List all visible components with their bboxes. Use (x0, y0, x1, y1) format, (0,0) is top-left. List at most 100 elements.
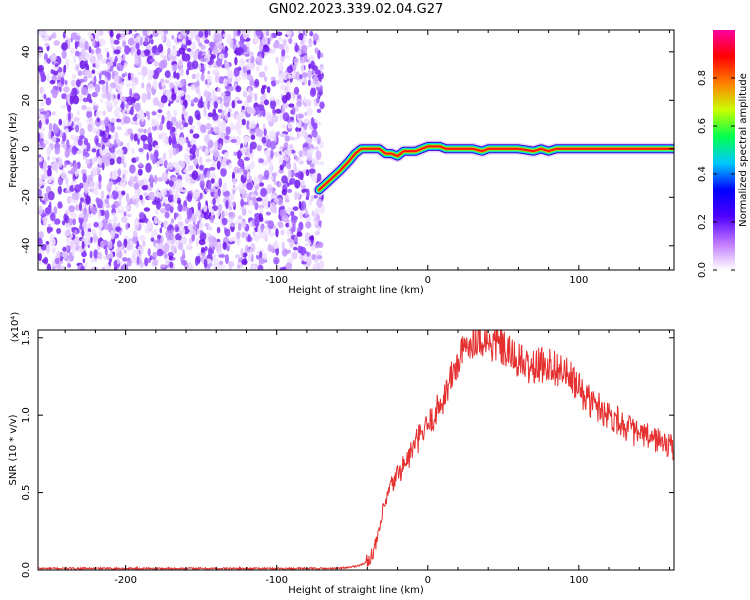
noise-speckle (254, 93, 258, 102)
noise-speckle (63, 251, 68, 260)
noise-speckle (287, 257, 294, 264)
noise-speckle (92, 157, 96, 165)
noise-speckle (133, 182, 140, 190)
noise-speckle (161, 114, 165, 125)
noise-speckle (125, 204, 130, 211)
noise-speckle (79, 135, 85, 140)
noise-speckle (253, 234, 259, 242)
noise-speckle (149, 69, 154, 77)
noise-speckle (180, 78, 186, 86)
noise-speckle (219, 143, 222, 151)
noise-speckle (54, 257, 60, 265)
noise-speckle (127, 128, 133, 135)
noise-speckle (173, 248, 177, 254)
noise-speckle (132, 116, 138, 122)
noise-speckle (269, 34, 273, 41)
noise-speckle (248, 123, 256, 129)
noise-speckle (235, 85, 242, 93)
noise-speckle (54, 147, 61, 155)
noise-speckle (221, 217, 228, 226)
noise-speckle (198, 165, 204, 171)
noise-speckle (305, 98, 312, 106)
noise-speckle (311, 210, 315, 217)
noise-speckle (60, 265, 66, 270)
noise-speckle (90, 257, 95, 264)
noise-speckle (243, 100, 249, 109)
noise-speckle (164, 79, 170, 84)
noise-speckle (182, 249, 185, 258)
spectrogram-ytick-label: 40 (21, 45, 32, 58)
noise-speckle (139, 194, 143, 201)
noise-speckle (153, 216, 158, 224)
noise-speckle (105, 263, 110, 270)
noise-speckle (146, 91, 151, 101)
noise-speckle (191, 41, 197, 50)
noise-speckle (283, 55, 290, 59)
ridge-band-5 (318, 145, 674, 191)
noise-speckle (121, 190, 126, 196)
noise-speckle (201, 65, 205, 75)
noise-speckle (52, 160, 59, 171)
noise-speckle (171, 88, 175, 94)
noise-speckle (217, 203, 223, 212)
noise-speckle (253, 36, 260, 44)
noise-speckle (311, 70, 315, 75)
noise-speckle (151, 120, 156, 128)
noise-speckle (61, 42, 68, 51)
noise-speckle (161, 82, 165, 88)
noise-speckle (275, 98, 280, 104)
noise-speckle (218, 260, 224, 266)
noise-speckle (45, 244, 51, 254)
noise-speckle (261, 36, 268, 45)
noise-speckle (90, 236, 93, 244)
noise-speckle (67, 38, 72, 44)
noise-speckle (271, 79, 277, 87)
noise-speckle (38, 49, 43, 59)
noise-speckle (136, 48, 141, 56)
noise-speckle (126, 258, 132, 267)
noise-speckle (167, 47, 171, 55)
noise-speckle (163, 55, 167, 60)
noise-speckle (193, 157, 199, 166)
noise-speckle (177, 34, 182, 40)
noise-speckle (58, 118, 63, 126)
noise-speckle (269, 160, 273, 169)
noise-speckle (288, 103, 295, 108)
noise-speckle (42, 160, 48, 171)
noise-speckle (255, 30, 263, 37)
noise-speckle (60, 77, 65, 85)
noise-speckle (175, 179, 183, 188)
noise-speckle (219, 131, 225, 139)
noise-speckle (138, 211, 145, 220)
noise-speckle (130, 50, 135, 56)
noise-speckle (300, 172, 304, 181)
noise-speckle (209, 167, 216, 171)
colorbar-tick-label: 0.8 (697, 70, 708, 86)
noise-speckle (237, 215, 243, 221)
noise-speckle (293, 246, 298, 251)
noise-speckle (241, 118, 246, 126)
noise-speckle (278, 221, 284, 229)
noise-speckle (49, 80, 56, 85)
noise-speckle (287, 159, 291, 165)
noise-speckle (241, 105, 245, 110)
noise-speckle (224, 228, 231, 237)
noise-speckle (124, 61, 128, 68)
noise-speckle (300, 200, 307, 211)
noise-speckle (91, 266, 99, 270)
noise-speckle (67, 170, 75, 175)
noise-speckle (93, 75, 97, 85)
noise-speckle (281, 189, 287, 196)
noise-speckle (65, 177, 69, 185)
noise-speckle (130, 106, 134, 116)
noise-speckle (223, 210, 229, 217)
noise-speckle (258, 158, 264, 164)
noise-speckle (187, 193, 193, 203)
noise-speckle (106, 61, 114, 67)
noise-speckle (70, 241, 74, 249)
noise-speckle (289, 177, 296, 185)
noise-speckle (47, 165, 52, 170)
noise-speckle (200, 44, 206, 51)
noise-speckle (307, 144, 314, 150)
